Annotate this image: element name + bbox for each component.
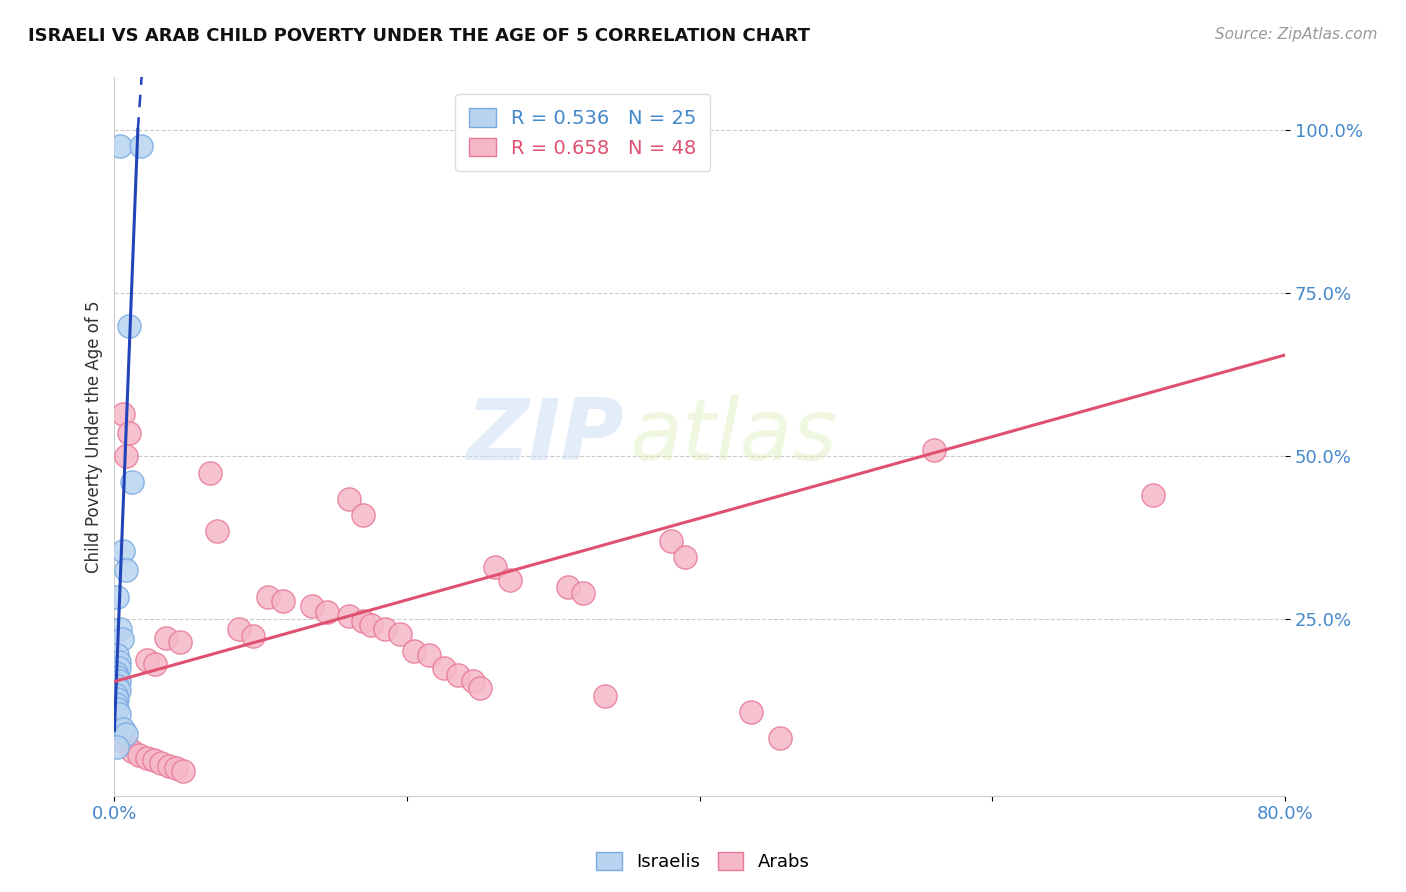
Point [145, 657, 167, 671]
Text: ISRAELI VS ARAB CHILD POVERTY UNDER THE AGE OF 5 CORRELATION CHART: ISRAELI VS ARAB CHILD POVERTY UNDER THE … [28, 27, 810, 45]
Point [337, 491, 360, 506]
Point [112, 722, 135, 736]
Point [114, 735, 136, 749]
Point [105, 692, 128, 706]
Point [110, 622, 132, 636]
Point [257, 590, 280, 604]
Point [118, 426, 141, 441]
Point [447, 668, 470, 682]
Point [129, 139, 152, 153]
Point [157, 758, 180, 772]
Point [105, 648, 128, 663]
Y-axis label: Child Poverty Under the Age of 5: Child Poverty Under the Age of 5 [86, 301, 103, 573]
Point [470, 681, 492, 695]
Point [242, 629, 264, 643]
Point [155, 631, 177, 645]
Point [107, 674, 129, 689]
Point [388, 627, 411, 641]
Point [659, 534, 682, 549]
Point [498, 574, 520, 588]
Point [360, 617, 382, 632]
Point [121, 744, 143, 758]
Point [352, 614, 374, 628]
Point [404, 644, 426, 658]
Point [433, 661, 456, 675]
Point [198, 466, 221, 480]
Point [571, 586, 593, 600]
Point [557, 580, 579, 594]
Point [104, 665, 127, 680]
Point [142, 754, 165, 768]
Point [104, 688, 127, 702]
Point [769, 731, 792, 746]
Point [115, 449, 138, 463]
Point [110, 139, 132, 153]
Point [105, 702, 128, 716]
Text: atlas: atlas [630, 395, 838, 478]
Point [271, 594, 294, 608]
Point [172, 764, 194, 778]
Point [107, 661, 129, 675]
Point [104, 698, 127, 712]
Point [922, 442, 945, 457]
Point [112, 407, 135, 421]
Legend: Israelis, Arabs: Israelis, Arabs [589, 846, 817, 879]
Point [128, 748, 150, 763]
Point [115, 564, 138, 578]
Point [118, 318, 141, 333]
Point [228, 622, 250, 636]
Point [115, 727, 138, 741]
Point [740, 705, 762, 719]
Point [593, 690, 616, 704]
Point [112, 544, 135, 558]
Point [150, 756, 173, 771]
Point [169, 635, 191, 649]
Point [135, 653, 157, 667]
Text: Source: ZipAtlas.com: Source: ZipAtlas.com [1215, 27, 1378, 42]
Text: ZIP: ZIP [465, 395, 624, 478]
Point [107, 707, 129, 722]
Point [111, 632, 134, 646]
Point [374, 622, 396, 636]
Point [1142, 488, 1164, 502]
Legend: R = 0.536   N = 25, R = 0.658   N = 48: R = 0.536 N = 25, R = 0.658 N = 48 [456, 95, 710, 171]
Point [461, 674, 484, 689]
Point [165, 761, 187, 775]
Point [105, 590, 128, 604]
Point [337, 609, 360, 624]
Point [205, 524, 228, 539]
Point [484, 560, 506, 574]
Point [418, 648, 440, 663]
Point [107, 683, 129, 698]
Point [105, 679, 128, 693]
Point [673, 550, 696, 565]
Point [105, 670, 128, 684]
Point [301, 599, 323, 614]
Point [135, 751, 157, 765]
Point [105, 739, 128, 754]
Point [352, 508, 374, 522]
Point [315, 605, 337, 619]
Point [121, 475, 143, 490]
Point [107, 655, 129, 669]
